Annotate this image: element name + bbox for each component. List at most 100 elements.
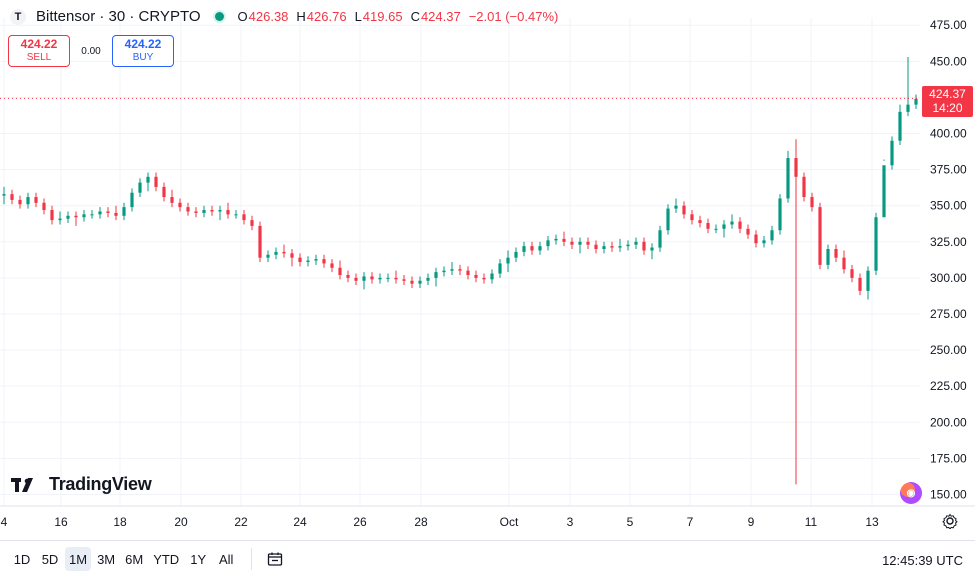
y-tick-label: 325.00 [930,235,967,249]
candle-body [802,176,806,198]
candle-body [578,241,582,245]
candle-body [186,207,190,212]
candle-body [58,218,62,221]
candle-body [362,276,366,281]
current-price-value: 424.37 [929,87,966,101]
tradingview-badge-icon[interactable]: ◉ [900,482,922,504]
y-tick-label: 225.00 [930,379,967,393]
candle-body [98,211,102,215]
candle-body [90,214,94,216]
x-tick-label: 22 [234,515,248,529]
x-tick-label: Oct [500,515,519,529]
tradingview-logo: TradingView [11,474,152,495]
candle-body [698,220,702,224]
candle-body [66,215,70,219]
candle-body [178,202,182,208]
candle-body [34,197,38,203]
high-value: H 426.76 [296,9,347,24]
candle-body [226,210,230,215]
x-tick-label: 4 [1,515,8,529]
candle-body [2,194,6,196]
y-tick-label: 450.00 [930,54,967,68]
candle-body [682,205,686,215]
ohlc-values: O 426.38 H 426.76 L 419.65 C 424.37 −2.0… [238,9,559,24]
current-price-badge: 424.37 14:20 [922,86,973,117]
candle-body [194,211,198,213]
candle-body [306,260,310,262]
y-tick-label: 300.00 [930,271,967,285]
candle-body [882,165,886,218]
close-value: C 424.37 [410,9,461,24]
candle-body [154,176,158,187]
candle-body [762,240,766,244]
spread-value: 0.00 [81,45,101,57]
candle-body [906,104,910,112]
candle-body [146,176,150,183]
candle-body [674,205,678,209]
candle-body [546,240,550,247]
candle-body [122,207,126,216]
sell-price: 424.22 [20,37,58,52]
bottom-toolbar: 1D 5D 1M 3M 6M YTD 1Y All 12:45:39 UTC [0,540,975,575]
candle-body [322,259,326,264]
x-tick-label: 28 [414,515,428,529]
candle-body [290,253,294,258]
candle-body [162,186,166,198]
candle-body [74,215,78,218]
candle-body [738,221,742,229]
candle-body [242,214,246,221]
trade-panel: 424.22 SELL 0.00 424.22 BUY [8,35,174,67]
range-button-5d[interactable]: 5D [41,551,59,567]
range-button-1d[interactable]: 1D [13,551,31,567]
range-button-3m[interactable]: 3M [97,551,116,567]
candle-body [250,220,254,226]
range-button-6m[interactable]: 6M [125,551,144,567]
candle-body [26,197,30,205]
candle-body [826,249,830,265]
candle-body [642,241,646,251]
range-button-all[interactable]: All [218,551,234,567]
candle-body [106,211,110,213]
candle-body [538,246,542,251]
settings-icon[interactable] [940,511,960,531]
candle-body [42,202,46,211]
market-status-icon [214,12,224,21]
tao-icon: T [10,8,26,25]
candle-body [586,241,590,245]
candle-body [810,197,814,208]
candle-body [450,269,454,271]
countdown-value: 14:20 [932,101,963,115]
y-tick-label: 175.00 [930,451,967,465]
candle-body [338,267,342,275]
candle-body [466,270,470,275]
range-button-1m[interactable]: 1M [65,547,92,571]
calendar-icon[interactable] [263,547,287,571]
y-tick-label: 250.00 [930,343,967,357]
buy-button[interactable]: 424.22 BUY [112,35,174,67]
range-button-1y[interactable]: 1Y [190,551,207,567]
sell-button[interactable]: 424.22 SELL [8,35,70,67]
candle-body [330,263,334,268]
candle-body [730,221,734,225]
x-tick-label: 3 [567,515,574,529]
candle-body [778,198,782,231]
candle-body [770,230,774,241]
buy-label: BUY [132,52,154,64]
candle-body [210,210,214,212]
candle-body [274,251,278,255]
range-button-ytd[interactable]: YTD [153,551,180,567]
y-tick-label: 350.00 [930,199,967,213]
candle-body [626,244,630,247]
candle-body [602,246,606,250]
x-tick-label: 11 [805,515,818,529]
candle-body [426,277,430,281]
candle-body [650,247,654,251]
candle-body [282,251,286,254]
candle-body [386,277,390,279]
candle-body [234,214,238,216]
y-tick-label: 475.00 [930,18,967,32]
candle-body [858,277,862,291]
